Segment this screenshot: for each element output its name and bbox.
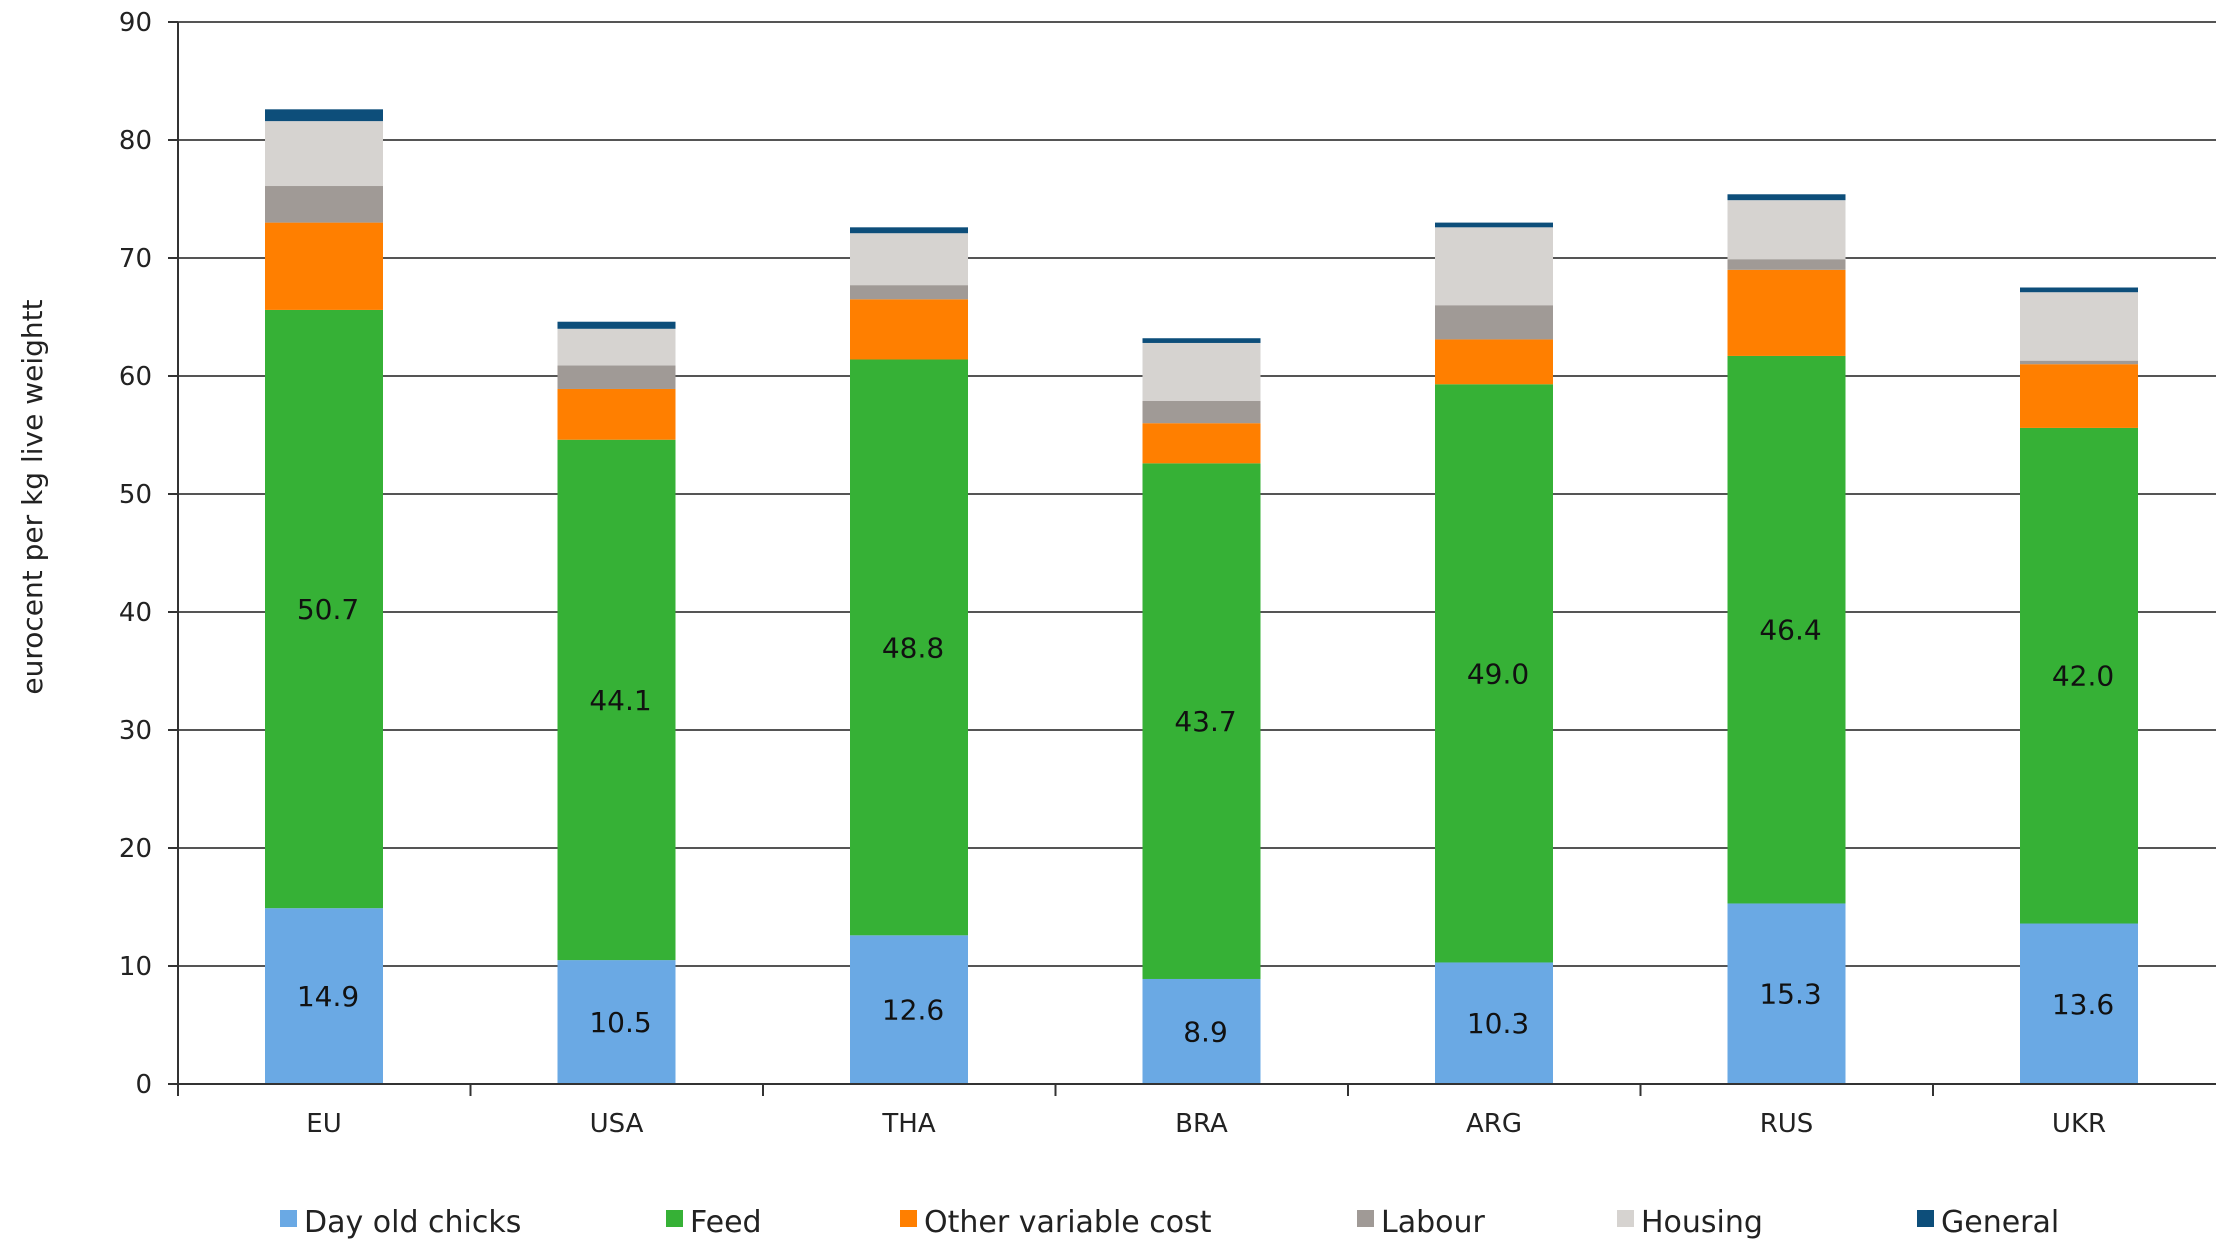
bar-segment — [265, 309, 383, 909]
data-label: 46.4 — [1759, 614, 1821, 647]
bar-segment — [1142, 978, 1261, 1084]
bar-segment — [2020, 427, 2138, 924]
legend-label: Housing — [1641, 1205, 1763, 1240]
x-tick-label: RUS — [1760, 1109, 1814, 1139]
bar-segment — [1727, 194, 1846, 201]
y-tick-label: 50 — [119, 480, 152, 510]
bar-segment — [557, 439, 676, 961]
bar-segment — [265, 109, 383, 122]
x-tick-label: BRA — [1175, 1109, 1228, 1139]
bar-segment — [265, 222, 383, 310]
bar-segment — [557, 328, 676, 366]
x-tick-label: UKR — [2052, 1109, 2106, 1139]
data-label: 50.7 — [297, 593, 359, 626]
bar-segment — [1435, 962, 1553, 1084]
legend-label: Labour — [1381, 1205, 1486, 1240]
y-tick-label: 0 — [135, 1070, 152, 1100]
y-tick-label: 70 — [119, 244, 152, 274]
bar-segment — [1435, 384, 1553, 963]
bar-segment — [2020, 292, 2138, 361]
data-label: 10.5 — [589, 1006, 651, 1039]
bar-segment — [265, 186, 383, 223]
bar-segment — [850, 935, 968, 1084]
y-tick-label: 30 — [119, 716, 152, 746]
data-label: 42.0 — [2052, 660, 2114, 693]
bar-segment — [1727, 200, 1846, 260]
bar-segment — [1142, 463, 1261, 979]
y-tick-label: 60 — [119, 362, 152, 392]
legend-swatch — [280, 1210, 297, 1227]
bar-segment — [1142, 342, 1261, 401]
bar-segment — [1142, 423, 1261, 464]
bar-segment — [265, 908, 383, 1084]
legend-label: Other variable cost — [924, 1205, 1212, 1240]
bar-segment — [850, 359, 968, 936]
bar-segment — [2020, 364, 2138, 428]
bar-segment — [1435, 339, 1553, 385]
bar-segment — [2020, 287, 2138, 293]
bar-segment — [1142, 338, 1261, 343]
legend-swatch — [1917, 1210, 1934, 1227]
legend: Day old chicks Feed Other variable cost Lab… — [280, 1205, 2059, 1240]
y-tick-label: 80 — [119, 126, 152, 156]
data-labels: 14.9 50.7 10.5 44.1 12.6 48.8 8.9 43.7 10.3 49.0 1… — [297, 593, 2114, 1048]
data-label: 8.9 — [1183, 1015, 1228, 1048]
x-tick-label: ARG — [1466, 1109, 1522, 1139]
legend-swatch — [1617, 1210, 1634, 1227]
legend-label: Day old chicks — [304, 1205, 521, 1240]
bar-segment — [1435, 222, 1553, 228]
legend-swatch — [666, 1210, 683, 1227]
bar-segment — [1142, 400, 1261, 424]
data-label: 44.1 — [589, 684, 651, 717]
bar-segment — [1435, 227, 1553, 306]
y-tick-label: 40 — [119, 598, 152, 628]
legend-swatch — [900, 1210, 917, 1227]
data-label: 49.0 — [1467, 657, 1529, 690]
bar-segment — [557, 365, 676, 389]
bar-segment — [1727, 259, 1846, 270]
bar-segment — [850, 285, 968, 300]
y-axis-title: eurocent per kg live weightt — [16, 299, 49, 694]
y-tick-label: 20 — [119, 834, 152, 864]
data-label: 15.3 — [1759, 978, 1821, 1011]
data-label: 12.6 — [882, 994, 944, 1027]
bar-segment — [850, 233, 968, 286]
legend-label: Feed — [690, 1205, 762, 1240]
x-tick-label: THA — [881, 1109, 935, 1139]
legend-swatch — [1357, 1210, 1374, 1227]
bar-segment — [2020, 923, 2138, 1084]
bar-segment — [557, 388, 676, 440]
bar-segment — [557, 960, 676, 1084]
x-tick-label: USA — [590, 1109, 644, 1139]
data-label: 14.9 — [297, 980, 359, 1013]
bar-segment — [1727, 903, 1846, 1084]
data-label: 13.6 — [2052, 988, 2114, 1021]
bar-segment — [850, 227, 968, 234]
y-tick-label: 10 — [119, 952, 152, 982]
bar-segment — [1435, 305, 1553, 340]
bars — [265, 109, 2138, 1084]
axes: 0 10 20 30 40 50 60 70 80 90 EU USA THA BRA ARG RUS UKR — [119, 8, 2216, 1139]
legend-label: General — [1941, 1205, 2059, 1240]
bar-segment — [850, 299, 968, 360]
y-tick-label: 90 — [119, 8, 152, 38]
data-label: 10.3 — [1467, 1007, 1529, 1040]
data-label: 48.8 — [882, 631, 944, 664]
x-tick-label: EU — [306, 1109, 341, 1139]
bar-segment — [1727, 355, 1846, 904]
bar-segment — [1727, 269, 1846, 356]
bar-segment — [265, 121, 383, 187]
bar-segment — [557, 321, 676, 329]
bar-segment — [2020, 360, 2138, 365]
data-label: 43.7 — [1174, 705, 1236, 738]
